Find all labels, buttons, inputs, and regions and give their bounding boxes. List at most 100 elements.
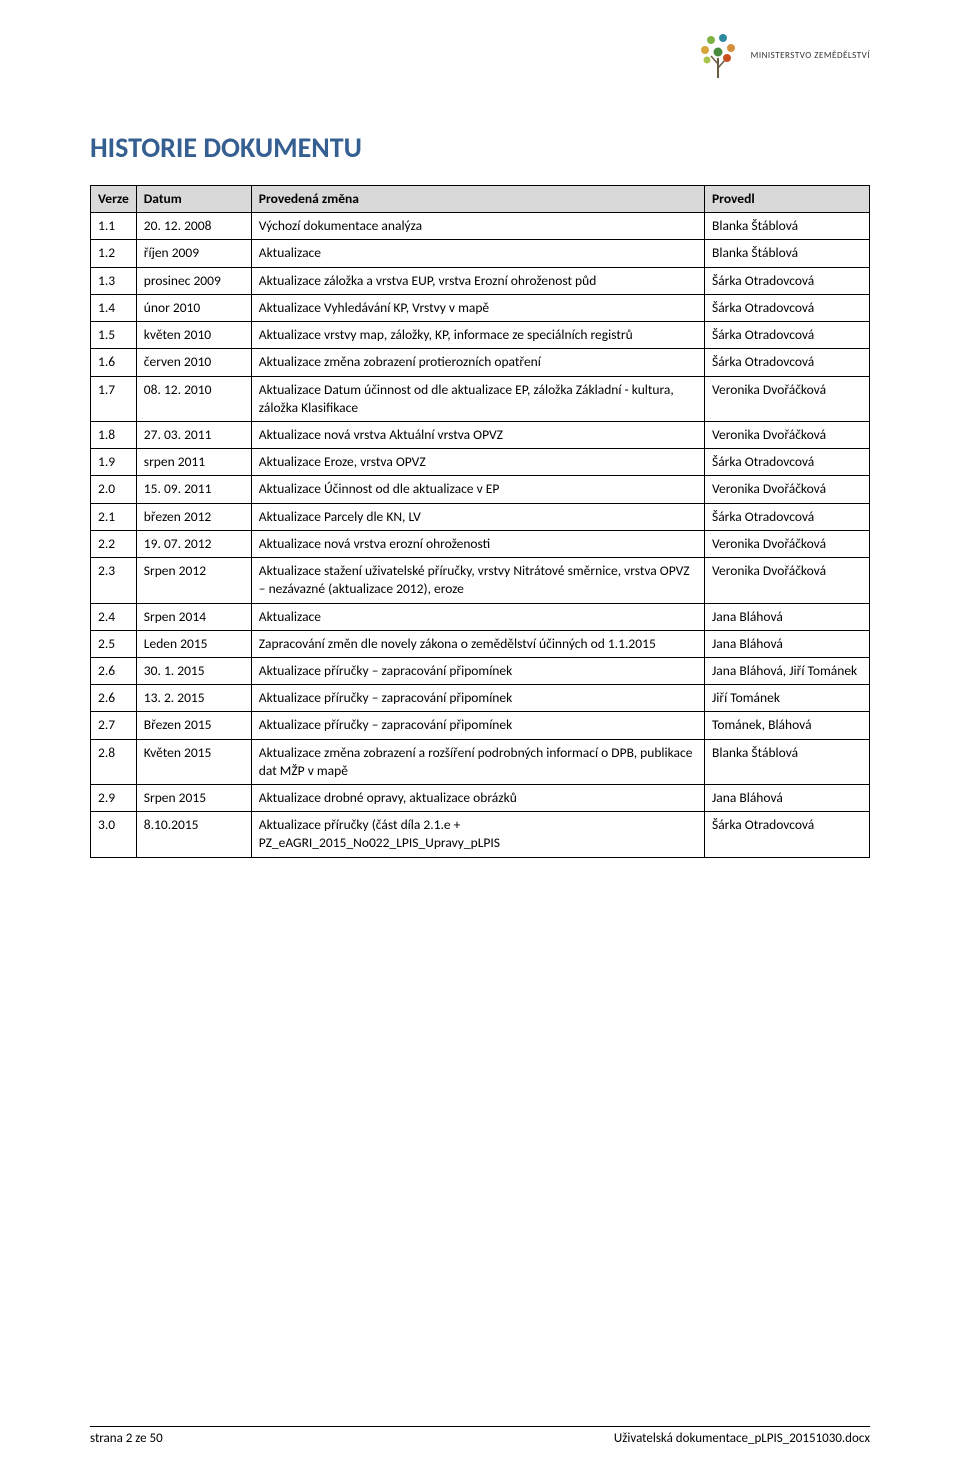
- table-cell: 2.0: [91, 476, 137, 503]
- col-version: Verze: [91, 186, 137, 213]
- table-cell: 27. 03. 2011: [136, 421, 251, 448]
- table-row: 1.120. 12. 2008Výchozí dokumentace analý…: [91, 213, 870, 240]
- table-cell: Aktualizace Vyhledávání KP, Vrstvy v map…: [251, 294, 704, 321]
- col-change: Provedená změna: [251, 186, 704, 213]
- table-row: 2.1březen 2012Aktualizace Parcely dle KN…: [91, 503, 870, 530]
- table-cell: Veronika Dvořáčková: [705, 558, 870, 603]
- table-cell: únor 2010: [136, 294, 251, 321]
- table-cell: Aktualizace drobné opravy, aktualizace o…: [251, 785, 704, 812]
- table-cell: 1.3: [91, 267, 137, 294]
- table-cell: Leden 2015: [136, 630, 251, 657]
- table-cell: říjen 2009: [136, 240, 251, 267]
- table-cell: Jana Bláhová: [705, 785, 870, 812]
- table-cell: Šárka Otradovcová: [705, 349, 870, 376]
- table-cell: 13. 2. 2015: [136, 685, 251, 712]
- table-cell: červen 2010: [136, 349, 251, 376]
- table-cell: Jiří Tománek: [705, 685, 870, 712]
- table-cell: Blanka Štáblová: [705, 213, 870, 240]
- footer-filename: Uživatelská dokumentace_pLPIS_20151030.d…: [614, 1431, 870, 1446]
- table-cell: Aktualizace změna zobrazení a rozšíření …: [251, 739, 704, 784]
- table-cell: Šárka Otradovcová: [705, 812, 870, 857]
- table-cell: květen 2010: [136, 322, 251, 349]
- table-cell: srpen 2011: [136, 449, 251, 476]
- table-row: 2.3Srpen 2012Aktualizace stažení uživate…: [91, 558, 870, 603]
- history-table: Verze Datum Provedená změna Provedl 1.12…: [90, 185, 870, 858]
- table-cell: prosinec 2009: [136, 267, 251, 294]
- table-cell: Aktualizace záložka a vrstva EUP, vrstva…: [251, 267, 704, 294]
- table-cell: 1.1: [91, 213, 137, 240]
- table-row: 1.2říjen 2009AktualizaceBlanka Štáblová: [91, 240, 870, 267]
- table-row: 2.613. 2. 2015Aktualizace příručky – zap…: [91, 685, 870, 712]
- table-cell: Aktualizace nová vrstva Aktuální vrstva …: [251, 421, 704, 448]
- table-row: 1.6červen 2010Aktualizace změna zobrazen…: [91, 349, 870, 376]
- table-header-row: Verze Datum Provedená změna Provedl: [91, 186, 870, 213]
- table-cell: Květen 2015: [136, 739, 251, 784]
- table-cell: 2.4: [91, 603, 137, 630]
- table-cell: Aktualizace Datum účinnost od dle aktual…: [251, 376, 704, 421]
- table-cell: Srpen 2012: [136, 558, 251, 603]
- table-cell: Aktualizace vrstvy map, záložky, KP, inf…: [251, 322, 704, 349]
- table-cell: 1.9: [91, 449, 137, 476]
- table-cell: 2.5: [91, 630, 137, 657]
- table-cell: 19. 07. 2012: [136, 530, 251, 557]
- table-cell: Aktualizace nová vrstva erozní ohroženos…: [251, 530, 704, 557]
- table-cell: 8.10.2015: [136, 812, 251, 857]
- table-cell: Srpen 2014: [136, 603, 251, 630]
- table-row: 1.3prosinec 2009Aktualizace záložka a vr…: [91, 267, 870, 294]
- table-cell: Veronika Dvořáčková: [705, 421, 870, 448]
- ministry-tree-logo-icon: [693, 30, 743, 80]
- table-row: 2.7Březen 2015Aktualizace příručky – zap…: [91, 712, 870, 739]
- table-cell: Aktualizace příručky – zapracování připo…: [251, 685, 704, 712]
- table-cell: 08. 12. 2010: [136, 376, 251, 421]
- col-date: Datum: [136, 186, 251, 213]
- table-cell: Aktualizace stažení uživatelské příručky…: [251, 558, 704, 603]
- col-author: Provedl: [705, 186, 870, 213]
- table-cell: 20. 12. 2008: [136, 213, 251, 240]
- table-row: 1.5květen 2010Aktualizace vrstvy map, zá…: [91, 322, 870, 349]
- table-cell: březen 2012: [136, 503, 251, 530]
- table-cell: Tománek, Bláhová: [705, 712, 870, 739]
- table-cell: Aktualizace: [251, 240, 704, 267]
- table-row: 1.4únor 2010Aktualizace Vyhledávání KP, …: [91, 294, 870, 321]
- table-cell: Aktualizace změna zobrazení protierozníc…: [251, 349, 704, 376]
- table-cell: Březen 2015: [136, 712, 251, 739]
- table-cell: 2.8: [91, 739, 137, 784]
- table-cell: Šárka Otradovcová: [705, 294, 870, 321]
- table-row: 2.015. 09. 2011Aktualizace Účinnost od d…: [91, 476, 870, 503]
- table-cell: Srpen 2015: [136, 785, 251, 812]
- table-cell: Šárka Otradovcová: [705, 503, 870, 530]
- page-footer: strana 2 ze 50 Uživatelská dokumentace_p…: [90, 1426, 870, 1446]
- page-title: HISTORIE DOKUMENTU: [90, 130, 870, 165]
- table-cell: Aktualizace Účinnost od dle aktualizace …: [251, 476, 704, 503]
- table-cell: 30. 1. 2015: [136, 657, 251, 684]
- table-row: 1.708. 12. 2010Aktualizace Datum účinnos…: [91, 376, 870, 421]
- table-cell: 15. 09. 2011: [136, 476, 251, 503]
- table-cell: Jana Bláhová: [705, 603, 870, 630]
- table-cell: Šárka Otradovcová: [705, 322, 870, 349]
- table-row: 1.827. 03. 2011Aktualizace nová vrstva A…: [91, 421, 870, 448]
- table-cell: Výchozí dokumentace analýza: [251, 213, 704, 240]
- table-cell: 2.6: [91, 657, 137, 684]
- table-cell: 2.3: [91, 558, 137, 603]
- table-cell: 1.4: [91, 294, 137, 321]
- table-row: 2.9Srpen 2015Aktualizace drobné opravy, …: [91, 785, 870, 812]
- table-cell: 1.8: [91, 421, 137, 448]
- table-cell: Šárka Otradovcová: [705, 267, 870, 294]
- table-cell: Aktualizace příručky – zapracování připo…: [251, 712, 704, 739]
- table-row: 2.5Leden 2015Zapracování změn dle novely…: [91, 630, 870, 657]
- page-header: MINISTERSTVO ZEMĚDĚLSTVÍ: [693, 30, 870, 80]
- table-cell: Jana Bláhová: [705, 630, 870, 657]
- table-row: 2.219. 07. 2012Aktualizace nová vrstva e…: [91, 530, 870, 557]
- table-row: 2.8Květen 2015Aktualizace změna zobrazen…: [91, 739, 870, 784]
- table-cell: 2.1: [91, 503, 137, 530]
- table-row: 2.630. 1. 2015Aktualizace příručky – zap…: [91, 657, 870, 684]
- table-cell: Aktualizace příručky (část díla 2.1.e + …: [251, 812, 704, 857]
- table-cell: 3.0: [91, 812, 137, 857]
- footer-page-number: strana 2 ze 50: [90, 1431, 163, 1446]
- table-cell: Blanka Štáblová: [705, 240, 870, 267]
- ministry-label: MINISTERSTVO ZEMĚDĚLSTVÍ: [751, 50, 870, 61]
- table-cell: 2.7: [91, 712, 137, 739]
- table-cell: Aktualizace Parcely dle KN, LV: [251, 503, 704, 530]
- table-cell: Veronika Dvořáčková: [705, 376, 870, 421]
- table-cell: 1.6: [91, 349, 137, 376]
